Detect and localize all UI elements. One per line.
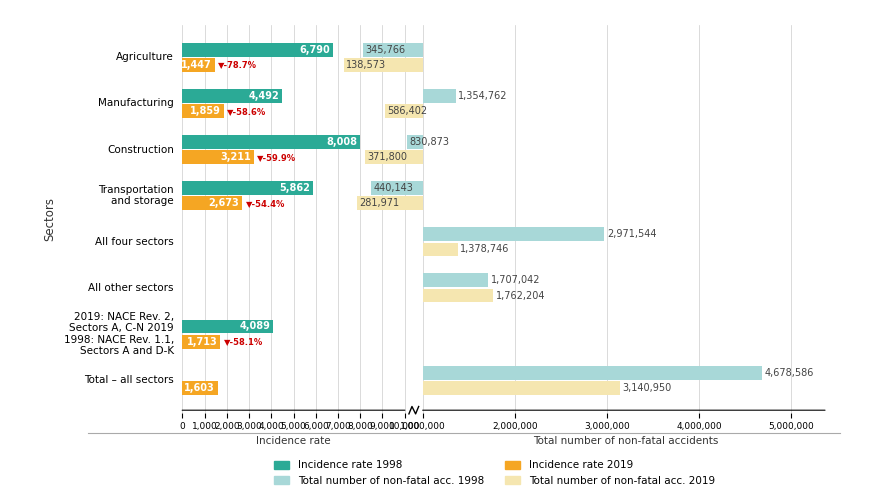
Bar: [423, 366, 762, 380]
Text: 371,800: 371,800: [368, 152, 408, 162]
Text: 281,971: 281,971: [360, 198, 399, 208]
Bar: [408, 135, 423, 149]
Text: 3,211: 3,211: [220, 152, 251, 162]
Bar: [423, 381, 620, 394]
Bar: [182, 135, 360, 149]
Bar: [423, 228, 605, 241]
Text: ▼-59.9%: ▼-59.9%: [257, 152, 297, 162]
Bar: [344, 58, 423, 72]
Text: 1,859: 1,859: [190, 106, 220, 116]
Bar: [365, 150, 423, 164]
Bar: [362, 43, 423, 57]
Text: 1,762,204: 1,762,204: [495, 290, 545, 300]
Text: ▼-78.7%: ▼-78.7%: [218, 60, 257, 70]
Text: 1,447: 1,447: [181, 60, 212, 70]
Text: Total number of non-fatal accidents: Total number of non-fatal accidents: [533, 436, 718, 446]
Bar: [423, 89, 456, 102]
Bar: [182, 58, 214, 72]
Bar: [423, 242, 458, 256]
Text: 6,790: 6,790: [299, 44, 330, 54]
Text: 830,873: 830,873: [410, 137, 450, 147]
Bar: [182, 181, 312, 195]
Text: 1,378,746: 1,378,746: [460, 244, 509, 254]
Bar: [423, 274, 488, 287]
Text: 440,143: 440,143: [374, 183, 414, 193]
Bar: [182, 335, 220, 348]
Text: 1,603: 1,603: [185, 383, 215, 393]
Text: 3,140,950: 3,140,950: [622, 383, 672, 393]
Y-axis label: Sectors: Sectors: [44, 196, 57, 241]
Text: 4,492: 4,492: [248, 91, 279, 101]
Text: 1,713: 1,713: [186, 336, 218, 346]
Text: 1,354,762: 1,354,762: [458, 91, 507, 101]
Legend: Incidence rate 1998, Total number of non-fatal acc. 1998, Incidence rate 2019, T: Incidence rate 1998, Total number of non…: [270, 456, 719, 490]
Text: 345,766: 345,766: [365, 44, 405, 54]
Bar: [423, 288, 494, 302]
Text: ▼-54.4%: ▼-54.4%: [246, 199, 285, 208]
Bar: [182, 89, 283, 102]
Text: 5,862: 5,862: [279, 183, 310, 193]
Text: 2,971,544: 2,971,544: [607, 229, 656, 239]
Bar: [357, 196, 423, 210]
Bar: [182, 43, 333, 57]
Text: 8,008: 8,008: [326, 137, 357, 147]
Bar: [182, 104, 224, 118]
Text: ▼-58.1%: ▼-58.1%: [224, 337, 263, 346]
Text: ▼-58.6%: ▼-58.6%: [228, 106, 267, 116]
Text: 1,707,042: 1,707,042: [491, 276, 540, 285]
Bar: [371, 181, 423, 195]
Bar: [182, 150, 254, 164]
Bar: [385, 104, 423, 118]
Bar: [182, 196, 242, 210]
Text: Incidence rate: Incidence rate: [256, 436, 331, 446]
Text: 4,089: 4,089: [240, 322, 270, 332]
Text: 138,573: 138,573: [346, 60, 386, 70]
Text: 2,673: 2,673: [208, 198, 239, 208]
Text: 586,402: 586,402: [388, 106, 427, 116]
Bar: [182, 381, 218, 394]
Bar: [182, 320, 273, 334]
Text: 4,678,586: 4,678,586: [764, 368, 814, 378]
